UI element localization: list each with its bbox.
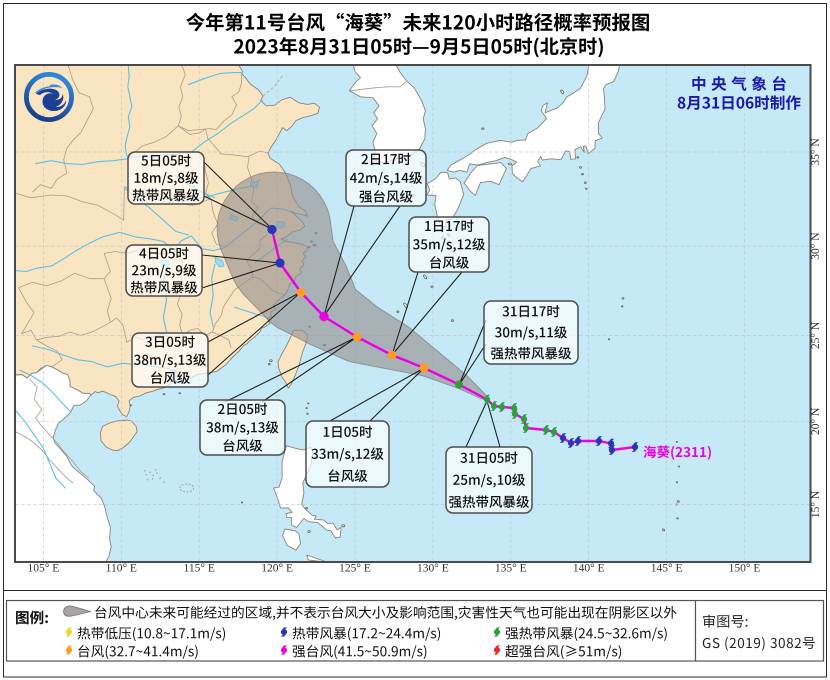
svg-text:120° E: 120° E (261, 563, 293, 575)
svg-text:105° E: 105° E (28, 563, 60, 575)
svg-text:130° E: 130° E (417, 563, 449, 575)
svg-text:115° E: 115° E (184, 563, 215, 575)
svg-text:35° N: 35° N (810, 138, 822, 166)
svg-text:150° E: 150° E (729, 563, 761, 575)
svg-text:135° E: 135° E (495, 563, 527, 575)
svg-text:25° N: 25° N (810, 321, 822, 349)
svg-text:140° E: 140° E (573, 563, 605, 575)
svg-text:125° E: 125° E (339, 563, 371, 575)
svg-text:15° N: 15° N (810, 490, 822, 518)
svg-text:20° N: 20° N (810, 407, 822, 435)
svg-text:145° E: 145° E (651, 563, 683, 575)
svg-text:30° N: 30° N (810, 232, 822, 260)
svg-text:110° E: 110° E (106, 563, 137, 575)
